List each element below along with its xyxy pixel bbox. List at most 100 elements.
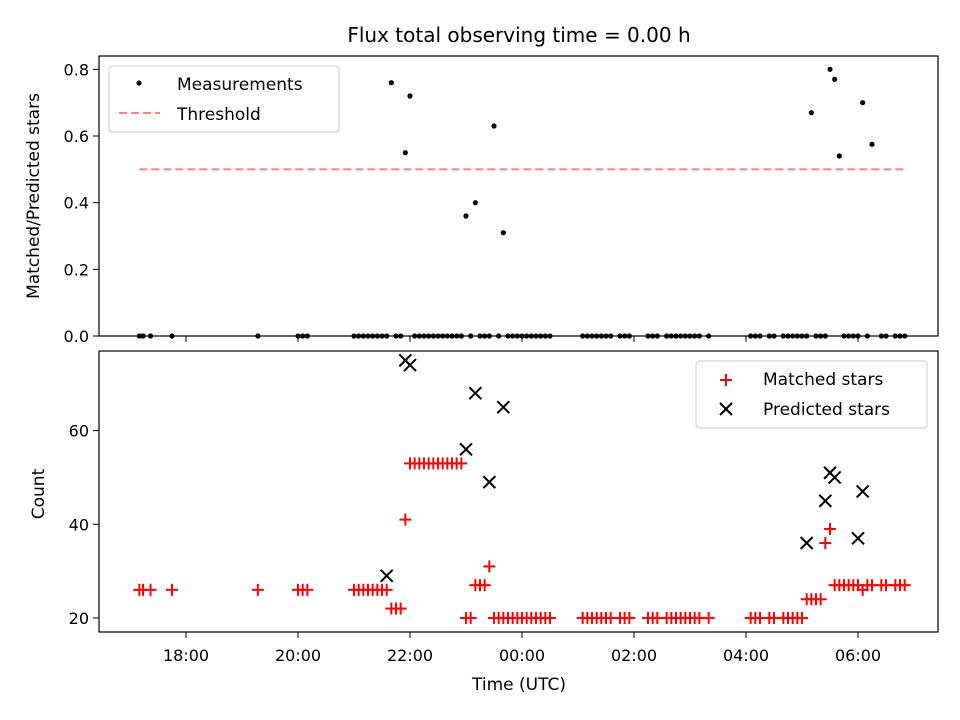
measurement-point (832, 76, 838, 82)
measurement-point (444, 333, 450, 339)
measurement-point (752, 333, 758, 339)
bottom-y-axis: 20 40 60 (69, 422, 99, 628)
matched-star-point (144, 583, 157, 596)
predicted-star-point (403, 358, 417, 372)
predicted-star-point (459, 442, 473, 457)
top-y-tick-label: 0.8 (64, 60, 89, 79)
measurement-point (808, 110, 814, 116)
measurement-point (147, 333, 154, 339)
predicted-star-point (827, 470, 842, 485)
matched-star-point (824, 522, 836, 535)
predicted-star-point (851, 531, 865, 546)
measurement-point (384, 333, 390, 339)
measurement-point (388, 80, 394, 86)
measurement-point (818, 333, 824, 339)
measurement-point (463, 213, 469, 219)
matched-star-point (251, 583, 264, 596)
top-x-axis-ticks (185, 336, 859, 342)
measurement-point (622, 333, 628, 339)
matched-star-point (702, 611, 715, 624)
measurement-point (374, 333, 380, 339)
measurement-point (295, 333, 301, 339)
bottom-x-tick-label: 00:00 (499, 646, 545, 665)
top-legend: Measurements Threshold (108, 65, 340, 133)
legend-label-predicted-stars: Predicted stars (763, 400, 890, 420)
measurement-point (692, 333, 698, 339)
measurement-point (869, 141, 875, 147)
measurement-point (140, 333, 146, 339)
matched-star-point (796, 611, 808, 624)
predicted-star-point (799, 536, 814, 550)
measurement-point (650, 333, 656, 339)
bottom-plot: 20 40 60 18:00 20:00 22:00 00:00 02:00 04:00 06:… (29, 350, 939, 695)
measurement-point (398, 333, 404, 339)
measurement-point (430, 333, 436, 339)
measurement-point (902, 333, 908, 339)
measurement-point (365, 333, 371, 339)
matched-star-point (814, 593, 827, 606)
top-legend-box (108, 65, 340, 133)
bottom-x-axis-label: Time (UTC) (471, 675, 566, 695)
measurement-point (855, 333, 861, 339)
bottom-legend-box (695, 360, 928, 429)
measurement-point (472, 200, 478, 206)
predicted-star-point (468, 386, 483, 400)
measurement-point (454, 333, 460, 339)
measurement-point (594, 333, 600, 339)
matched-star-point (478, 579, 491, 592)
legend-marker-predicted-stars (719, 402, 733, 416)
matched-star-point (623, 611, 636, 624)
measurement-point (169, 333, 175, 339)
measurement-point (897, 333, 903, 339)
measurement-point (603, 333, 609, 339)
measurement-point (608, 333, 614, 339)
measurement-point (136, 333, 142, 339)
bottom-x-tick-label: 22:00 (387, 646, 433, 665)
measurement-point (664, 333, 670, 339)
measurement-point (785, 333, 791, 339)
measurement-point (584, 333, 590, 339)
measurement-point (435, 333, 441, 339)
predicted-star-point (482, 475, 497, 489)
measurement-point (500, 230, 506, 236)
measurement-point (799, 333, 805, 339)
predicted-star-point (379, 569, 394, 583)
top-y-tick-label: 0.6 (64, 127, 89, 146)
measurement-point (822, 333, 828, 339)
measurement-point (255, 333, 261, 339)
measurement-point (351, 333, 357, 339)
measurement-point (505, 333, 511, 339)
measurement-point (682, 333, 688, 339)
measurement-point (645, 333, 651, 339)
measurement-point (416, 333, 422, 339)
bottom-y-axis-label: Count (29, 468, 49, 519)
measurement-point (673, 333, 679, 339)
measurement-point (477, 333, 483, 339)
measurement-point (519, 333, 525, 339)
measurement-point (878, 333, 884, 339)
measurement-point (580, 333, 586, 339)
top-y-tick-label: 0.4 (64, 194, 89, 213)
measurement-point (482, 333, 488, 339)
measurement-point (790, 333, 796, 339)
matched-star-point (394, 602, 407, 615)
top-chart-title: Flux total observing time = 0.00 h (347, 23, 690, 47)
measurement-point (794, 333, 800, 339)
matched-star-point (819, 537, 832, 550)
measurement-point (458, 333, 464, 339)
measurement-point (748, 333, 754, 339)
matched-star-point (483, 560, 496, 573)
measurement-point (304, 333, 310, 339)
measurement-point (892, 333, 898, 339)
measurement-point (706, 333, 712, 339)
measurement-point (846, 333, 852, 339)
bottom-y-tick-label: 20 (69, 609, 89, 628)
matched-star-point (301, 583, 314, 596)
measurement-point (771, 333, 777, 339)
matched-star-point (898, 579, 911, 592)
measurement-point (678, 333, 684, 339)
measurement-point (468, 333, 474, 339)
measurement-point (360, 333, 366, 339)
bottom-x-tick-label: 04:00 (723, 646, 769, 665)
